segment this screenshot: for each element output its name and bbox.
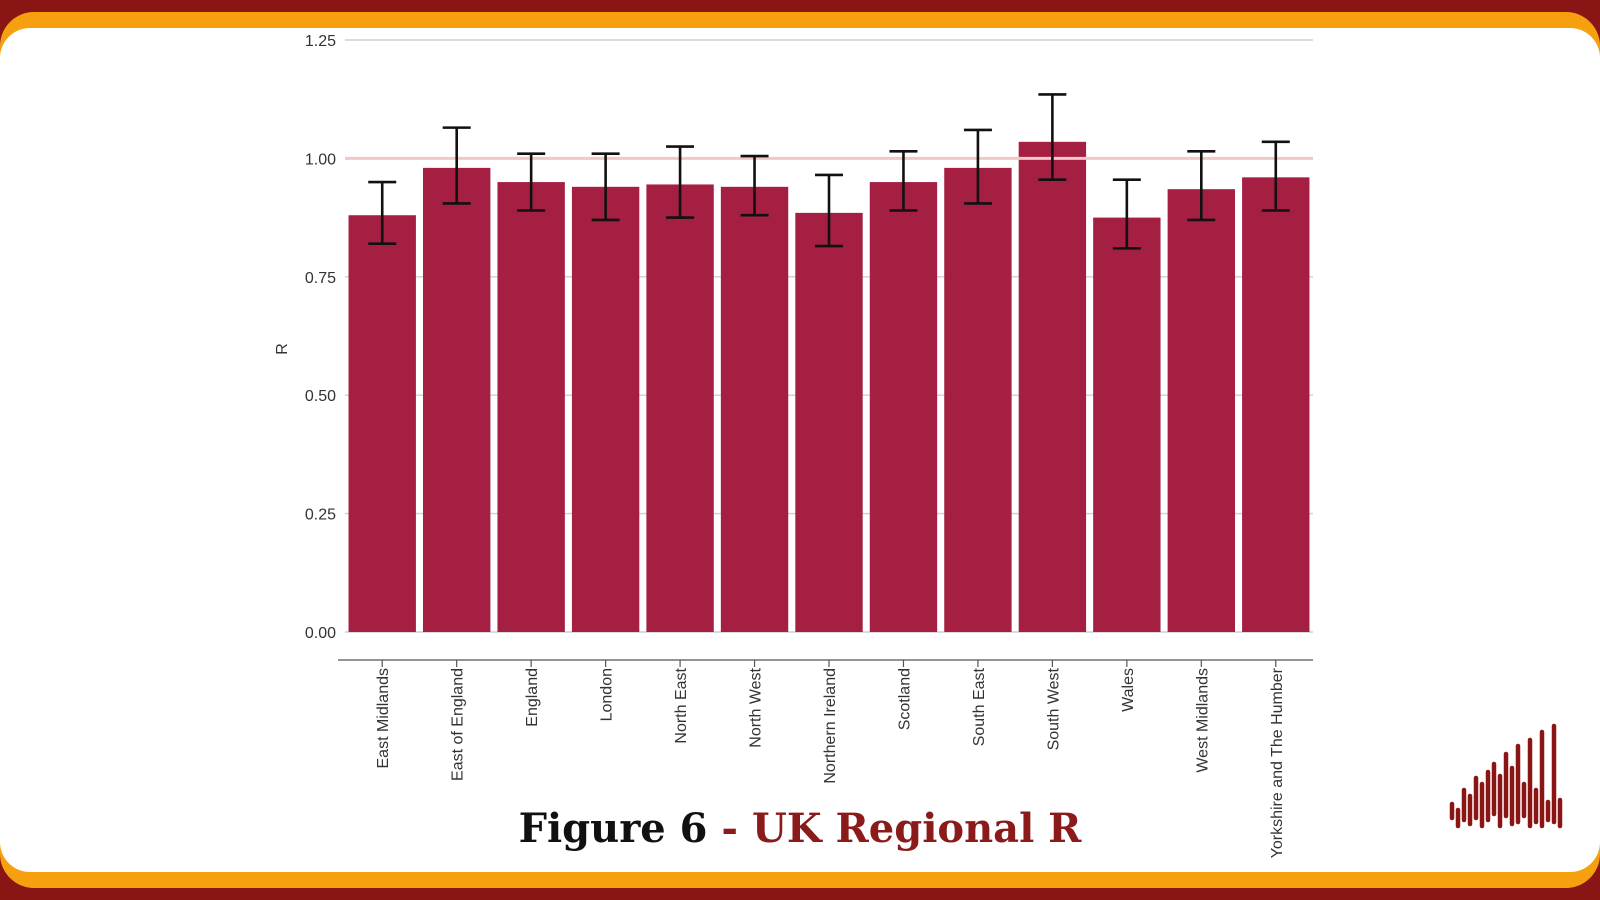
x-tick-label: Northern Ireland	[822, 668, 839, 784]
y-axis-label: R	[274, 343, 291, 355]
bar-waveform-logo-icon	[1449, 723, 1563, 829]
y-tick-label: 1.25	[305, 33, 336, 50]
x-tick-label: England	[524, 668, 541, 727]
bar	[1093, 217, 1161, 632]
y-tick-label: 0.75	[305, 270, 336, 287]
y-tick-label: 1.00	[305, 151, 336, 168]
x-tick-label: West Midlands	[1194, 668, 1211, 773]
caption-separator: -	[707, 805, 752, 852]
bar	[944, 167, 1012, 632]
x-tick-label: London	[599, 668, 616, 721]
figure-caption: Figure 6 - UK Regional R	[0, 805, 1600, 852]
y-tick-label: 0.00	[305, 625, 336, 642]
bar	[571, 186, 640, 633]
y-tick-label: 0.50	[305, 388, 336, 405]
x-tick-label: South West	[1045, 667, 1062, 750]
bar	[1242, 177, 1310, 632]
x-tick-label: East Midlands	[375, 668, 392, 769]
x-tick-label: North West	[748, 667, 765, 747]
bar	[497, 182, 565, 632]
caption-prefix: Figure 6	[518, 805, 708, 852]
bar	[646, 184, 714, 632]
bar	[1018, 141, 1087, 632]
x-tick-label: South East	[971, 667, 988, 746]
x-tick-label: Wales	[1120, 668, 1137, 712]
bar	[720, 186, 789, 633]
bar	[869, 182, 938, 632]
x-tick-label: Yorkshire and The Humber	[1269, 667, 1286, 858]
bar	[422, 167, 491, 632]
bar	[795, 212, 863, 632]
x-tick-label: Scotland	[896, 668, 913, 730]
bar	[1167, 189, 1236, 632]
x-tick-label: East of England	[450, 668, 467, 781]
x-tick-label: North East	[673, 667, 690, 743]
y-tick-label: 0.25	[305, 507, 336, 524]
bar	[348, 215, 416, 632]
caption-title: UK Regional R	[751, 805, 1082, 852]
